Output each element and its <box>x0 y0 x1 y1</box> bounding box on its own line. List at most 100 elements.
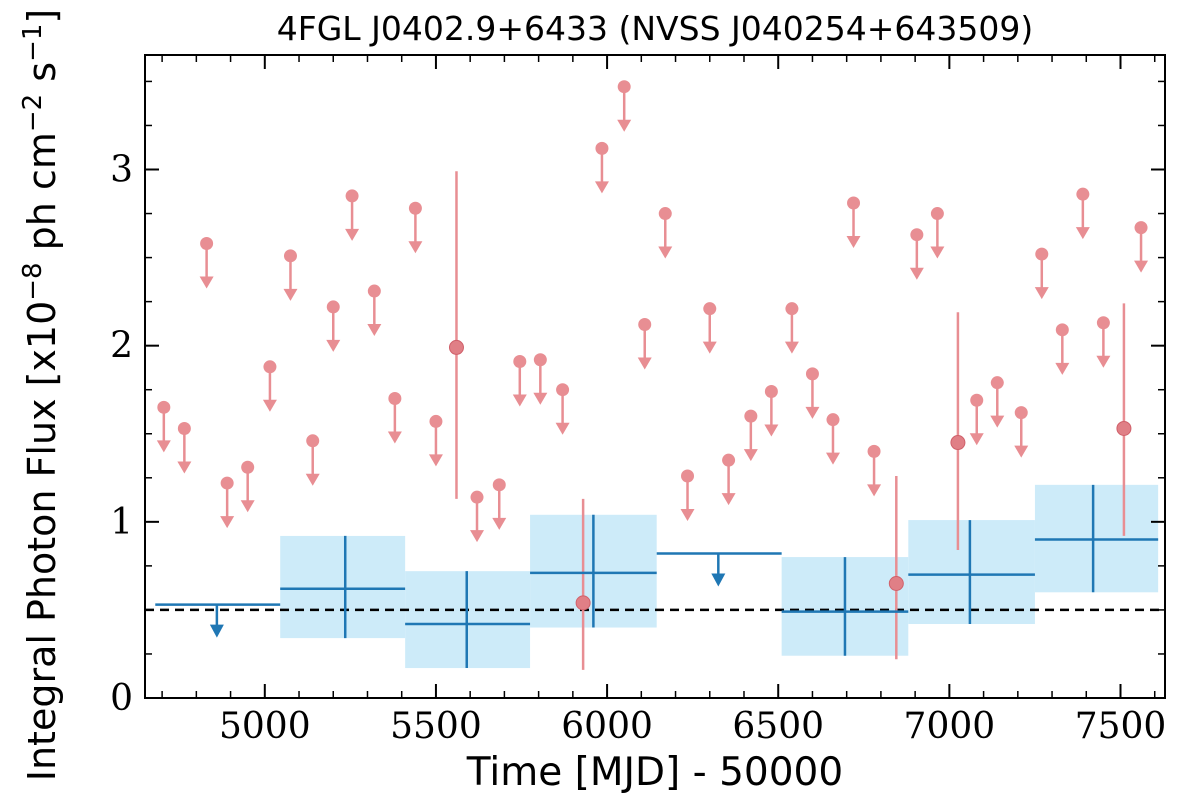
short-bin-detection-point <box>575 595 591 611</box>
short-bin-limit-arrowhead <box>930 246 945 259</box>
y-label-prefix: Integral Photon Flux [x10 <box>20 301 64 782</box>
short-bin-limit-arrowhead <box>867 484 882 497</box>
short-bin-limit-point <box>990 376 1004 390</box>
short-bin-limit-arrowhead <box>990 415 1005 428</box>
short-bin-limit-point <box>805 367 819 381</box>
long-bin-limit-arrowhead <box>711 573 726 587</box>
y-tick-label: 1 <box>110 502 133 543</box>
short-bin-limit-arrowhead <box>909 267 924 280</box>
short-bin-limit-arrowhead <box>702 341 717 354</box>
short-bin-limit-arrowhead <box>1034 287 1049 300</box>
short-bin-limit-arrowhead <box>533 392 548 405</box>
short-bin-limit-point <box>157 400 171 414</box>
x-tick-label: 7000 <box>904 706 996 747</box>
short-bin-limit-point <box>638 318 652 332</box>
long-bin-band <box>908 520 1035 625</box>
short-bin-limit-point <box>595 141 609 155</box>
short-bin-limit-arrowhead <box>408 241 423 254</box>
short-bin-limit-point <box>658 207 672 221</box>
short-bin-limit-arrowhead <box>345 228 360 241</box>
short-bin-limit-arrowhead <box>326 339 341 352</box>
y-label-exp-1: −8 <box>18 262 48 300</box>
short-bin-limit-point <box>200 236 214 250</box>
x-tick-label: 5500 <box>390 706 482 747</box>
short-bin-limit-point <box>617 80 631 94</box>
long-bin-band <box>280 535 406 639</box>
short-bin-detection-point <box>950 435 966 451</box>
short-bin-limit-arrowhead <box>492 517 507 530</box>
y-axis-label: Integral Photon Flux [x10−8 ph cm−2 s−1] <box>18 9 64 782</box>
x-axis-ticks: 5000 5500 6000 6500 7000 7500 <box>161 55 1167 747</box>
short-bin-limit-point <box>492 478 506 492</box>
short-bin-limit-arrowhead <box>617 119 632 132</box>
y-label-mid: ph cm <box>20 132 64 262</box>
x-tick-label: 7500 <box>1075 706 1167 747</box>
short-bin-limit-arrowhead <box>969 433 984 446</box>
y-label-mid-2: s <box>20 62 64 94</box>
short-bin-limit-arrowhead <box>721 493 736 506</box>
long-bin-limit-arrowhead <box>209 624 224 638</box>
short-bin-limit-point <box>910 228 924 242</box>
short-bin-limit-point <box>785 302 799 316</box>
short-bin-limit-arrowhead <box>1014 445 1029 458</box>
short-bin-limit-point <box>681 469 695 483</box>
short-bin-limit-arrowhead <box>220 516 235 529</box>
short-bin-limit-arrowhead <box>805 406 820 419</box>
short-bin-limit-arrowhead <box>784 341 799 354</box>
short-bin-limit-arrowhead <box>240 500 255 513</box>
short-bin-limit-arrowhead <box>428 454 443 467</box>
short-bin-limit-point <box>867 444 881 458</box>
short-bin-limit-arrowhead <box>680 509 695 522</box>
short-bin-limit-point <box>1035 247 1049 261</box>
short-bin-limit-point <box>533 353 547 367</box>
short-bin-limit-arrowhead <box>1075 227 1090 240</box>
short-bin-limit-point <box>847 196 861 210</box>
short-bin-detection-point <box>1116 420 1132 436</box>
x-axis-label: Time [MJD] - 50000 <box>466 750 843 795</box>
short-bin-limit-point <box>513 355 527 369</box>
y-label-exp-2: −2 <box>18 94 48 132</box>
short-bin-limit-arrowhead <box>594 181 609 194</box>
long-bin-points <box>155 484 1159 669</box>
short-bin-limit-arrowhead <box>367 324 382 337</box>
short-bin-limit-arrowhead <box>283 288 298 301</box>
plot-frame <box>144 54 1166 699</box>
short-bin-limit-arrowhead <box>764 424 779 437</box>
y-tick-label: 2 <box>110 326 133 367</box>
short-bin-limit-arrowhead <box>512 394 527 407</box>
short-bin-limit-point <box>1055 323 1069 337</box>
short-bin-limit-point <box>283 249 297 263</box>
short-bin-limit-arrowhead <box>743 449 758 462</box>
y-label-exp-3: −1 <box>18 24 48 62</box>
short-bin-points <box>156 80 1149 670</box>
x-tick-label: 6500 <box>732 706 824 747</box>
short-bin-limit-point <box>556 383 570 397</box>
short-bin-limit-point <box>263 360 277 374</box>
short-bin-limit-arrowhead <box>387 431 402 444</box>
short-bin-limit-point <box>177 421 191 435</box>
short-bin-limit-point <box>388 392 402 406</box>
short-bin-limit-point <box>220 476 234 490</box>
y-axis-ticks: 0 1 2 3 <box>110 80 1165 719</box>
short-bin-limit-point <box>241 460 255 474</box>
short-bin-limit-point <box>367 284 381 298</box>
axes <box>144 54 1166 699</box>
short-bin-limit-arrowhead <box>156 440 171 453</box>
short-bin-limit-point <box>1096 316 1110 330</box>
x-tick-label: 6000 <box>561 706 653 747</box>
chart-title: 4FGL J0402.9+6433 (NVSS J040254+643509) <box>277 9 1033 48</box>
short-bin-limit-point <box>930 207 944 221</box>
short-bin-limit-arrowhead <box>262 399 277 412</box>
short-bin-limit-point <box>326 300 340 314</box>
short-bin-limit-arrowhead <box>1096 355 1111 368</box>
short-bin-limit-arrowhead <box>637 357 652 370</box>
short-bin-limit-arrowhead <box>177 461 192 474</box>
y-tick-label: 0 <box>110 678 133 719</box>
short-bin-limit-point <box>764 384 778 398</box>
short-bin-limit-point <box>703 302 717 316</box>
short-bin-limit-point <box>722 453 736 467</box>
short-bin-limit-point <box>1134 221 1148 235</box>
short-bin-detection-point <box>448 339 464 355</box>
short-bin-limit-point <box>429 414 443 428</box>
